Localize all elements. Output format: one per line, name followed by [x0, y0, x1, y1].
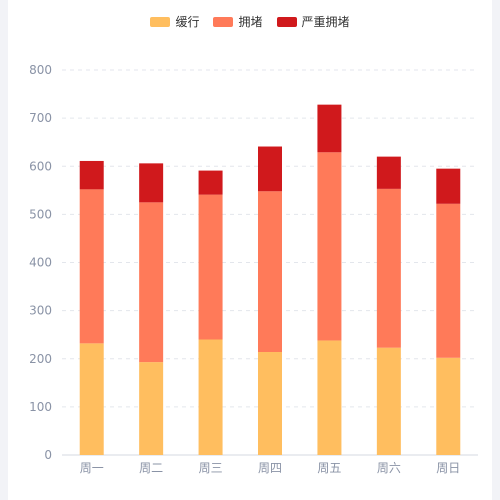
y-tick-label: 200 — [29, 352, 52, 366]
legend-item-series-2[interactable]: 严重拥堵 — [276, 13, 350, 30]
legend: 缓行 拥堵 严重拥堵 — [8, 13, 492, 30]
legend-swatch-series-2 — [276, 16, 297, 27]
bar-segment-series-1[interactable] — [79, 189, 104, 344]
bar-segment-series-1[interactable] — [436, 203, 461, 358]
y-tick-label: 800 — [29, 63, 52, 77]
y-tick-label: 0 — [44, 448, 52, 462]
bar-segment-series-1[interactable] — [258, 191, 282, 353]
x-tick-label: 周四 — [258, 461, 282, 475]
legend-label-series-1: 拥堵 — [238, 15, 263, 29]
legend-item-series-0[interactable]: 缓行 — [150, 13, 199, 30]
bar-segment-series-0[interactable] — [317, 340, 342, 455]
x-tick-label: 周三 — [199, 461, 223, 475]
bar-segment-series-2[interactable] — [198, 170, 223, 195]
x-tick-label: 周日 — [436, 461, 460, 475]
y-tick-label: 400 — [29, 256, 52, 270]
bar-segment-series-0[interactable] — [79, 343, 104, 455]
stacked-bar-chart: 0 100 200 300 400 500 600 700 800 周一 周二 周三 周四 周五 周六 周日 — [29, 63, 478, 475]
legend-swatch-series-0 — [150, 16, 171, 27]
bar-segment-series-2[interactable] — [139, 163, 164, 203]
bar-segment-series-0[interactable] — [258, 352, 282, 455]
bar-segment-series-0[interactable] — [376, 347, 401, 455]
y-tick-label: 300 — [29, 304, 52, 318]
x-tick-label: 周二 — [139, 461, 163, 475]
bar-segment-series-2[interactable] — [79, 160, 104, 190]
chart-panel: 缓行 拥堵 严重拥堵 0 100 200 300 400 500 600 700 800 周一 周二… — [8, 0, 492, 500]
y-tick-label: 600 — [29, 159, 52, 173]
legend-item-series-1[interactable]: 拥堵 — [213, 13, 263, 30]
bar-segment-series-2[interactable] — [317, 104, 342, 153]
x-tick-label: 周五 — [317, 461, 341, 475]
bar-segment-series-0[interactable] — [198, 339, 223, 456]
bar-segment-series-2[interactable] — [258, 146, 282, 192]
bar-segment-series-1[interactable] — [139, 202, 164, 363]
y-tick-label: 700 — [29, 111, 52, 125]
bar-segment-series-1[interactable] — [376, 188, 401, 348]
bar-segment-series-0[interactable] — [436, 357, 461, 455]
x-tick-label: 周一 — [80, 461, 104, 475]
bar-segment-series-1[interactable] — [317, 152, 342, 341]
legend-label-series-0: 缓行 — [175, 15, 200, 29]
legend-swatch-series-1 — [213, 16, 234, 27]
bar-segment-series-1[interactable] — [198, 194, 223, 340]
bar-segment-series-0[interactable] — [139, 362, 164, 455]
legend-label-series-2: 严重拥堵 — [301, 15, 350, 29]
y-tick-label: 100 — [29, 400, 52, 414]
y-tick-label: 500 — [29, 207, 52, 221]
bar-segment-series-2[interactable] — [436, 168, 461, 204]
bar-segment-series-2[interactable] — [376, 156, 401, 189]
x-tick-label: 周六 — [377, 461, 401, 475]
